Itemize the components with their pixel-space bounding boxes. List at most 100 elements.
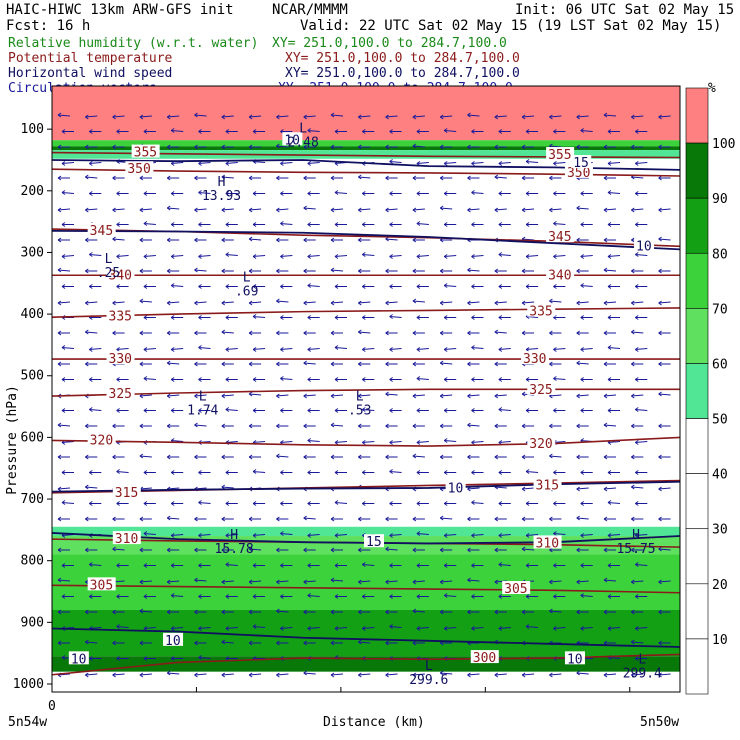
vector-head-232 [248,268,253,274]
vector-head-463 [412,423,417,429]
vector-arrow-76 [280,162,293,164]
vector-head-734 [439,609,444,615]
extremum-symbol-4: L [199,389,207,404]
vector-head-269 [635,284,639,289]
vector-head-388 [198,377,202,382]
extremum-value-4: 1.74 [187,403,218,418]
vector-arrow-214 [362,254,375,256]
vector-head-425 [603,393,608,399]
colorbar-swatch-3 [685,252,709,309]
vector-head-461 [358,423,362,429]
vector-head-351 [416,347,421,352]
vector-head-618 [334,533,339,538]
vector-arrow-208 [198,255,211,257]
vector-head-730 [330,609,335,615]
vector-arrow-270 [57,301,71,304]
vector-arrow-491 [553,441,566,443]
vector-arrow-613 [198,534,211,536]
vector-arrow-642 [385,548,398,551]
vector-head-792 [170,656,175,661]
ytick-label-1: 200 [21,184,44,199]
vector-head-424 [576,393,580,399]
vector-arrow-37 [444,130,457,132]
vector-arrow-221 [553,255,566,257]
vector-arrow-664 [362,564,375,566]
vector-head-127 [443,191,448,196]
vector-arrow-161 [143,223,156,225]
vector-head-719 [635,594,639,599]
vector-head-574 [362,501,366,506]
vector-arrow-292 [658,301,671,304]
vector-head-296 [143,315,148,320]
label-bg-18 [112,531,141,545]
vector-head-530 [389,469,393,474]
vector-head-315 [57,330,62,336]
vector-arrow-220 [526,255,539,257]
vector-head-3 [139,114,144,120]
vector-arrow-2 [112,115,125,118]
vector-head-597 [385,516,389,522]
vector-arrow-652 [658,548,671,551]
vector-head-312 [580,315,584,320]
vector-arrow-810 [57,673,71,676]
vector-head-134 [635,191,639,196]
label-bg-9 [527,303,556,317]
vector-head-662 [307,563,311,568]
rh-band-0 [52,86,680,141]
vector-head-763 [607,626,612,631]
vector-arrow-285 [467,301,480,304]
vector-head-366 [221,361,226,367]
vector-head-526 [280,470,284,475]
vector-head-617 [307,533,311,538]
vector-head-524 [225,470,230,475]
contour-label-30: 10 [567,652,583,667]
vector-head-456 [221,423,226,429]
vector-arrow-480 [253,441,266,443]
vector-head-514 [576,454,580,460]
vector-head-242 [521,268,526,274]
vector-head-209 [225,252,230,257]
vector-head-644 [439,547,444,553]
vector-head-525 [252,469,257,474]
contour-label-8: 335 [109,310,132,325]
vector-arrow-694 [576,580,589,583]
vector-arrow-401 [553,378,566,380]
vector-head-115 [116,191,120,196]
vector-head-43 [607,129,612,134]
label-bg-24 [571,155,592,169]
vector-head-537 [580,470,584,475]
vector-arrow-218 [471,255,484,257]
vector-head-702 [170,593,175,598]
vector-arrow-746 [143,627,156,629]
vector-head-334 [576,330,580,336]
vector-head-2 [112,114,116,120]
vector-head-173 [471,222,475,227]
vector-arrow-410 [194,394,207,397]
vector-head-669 [498,562,503,567]
vector-head-177 [580,222,584,227]
contour-label-10: 330 [109,352,132,367]
colorbar-swatch-9 [685,583,709,640]
vector-head-684 [303,579,307,585]
vector-head-157 [658,207,662,213]
vector-head-687 [385,579,389,585]
vector-arrow-347 [307,348,320,350]
vector-head-390 [252,377,257,382]
vector-head-51 [221,144,226,150]
vector-head-318 [139,330,144,336]
vector-head-400 [525,377,530,382]
vector-head-160 [116,222,120,227]
vector-arrow-4 [167,115,180,118]
colorbar-tick-0: 10 [712,633,728,648]
vector-head-218 [471,254,475,259]
vector-arrow-831 [631,673,644,676]
vector-head-317 [112,330,116,336]
vector-head-521 [143,470,148,475]
vector-arrow-287 [522,301,535,304]
extremum-value-3: .69 [235,284,258,299]
vector-head-286 [494,300,499,306]
label-bg-13 [527,381,556,395]
vector-head-758 [471,626,475,631]
vector-head-94 [166,175,171,181]
label-bg-25 [634,238,655,252]
